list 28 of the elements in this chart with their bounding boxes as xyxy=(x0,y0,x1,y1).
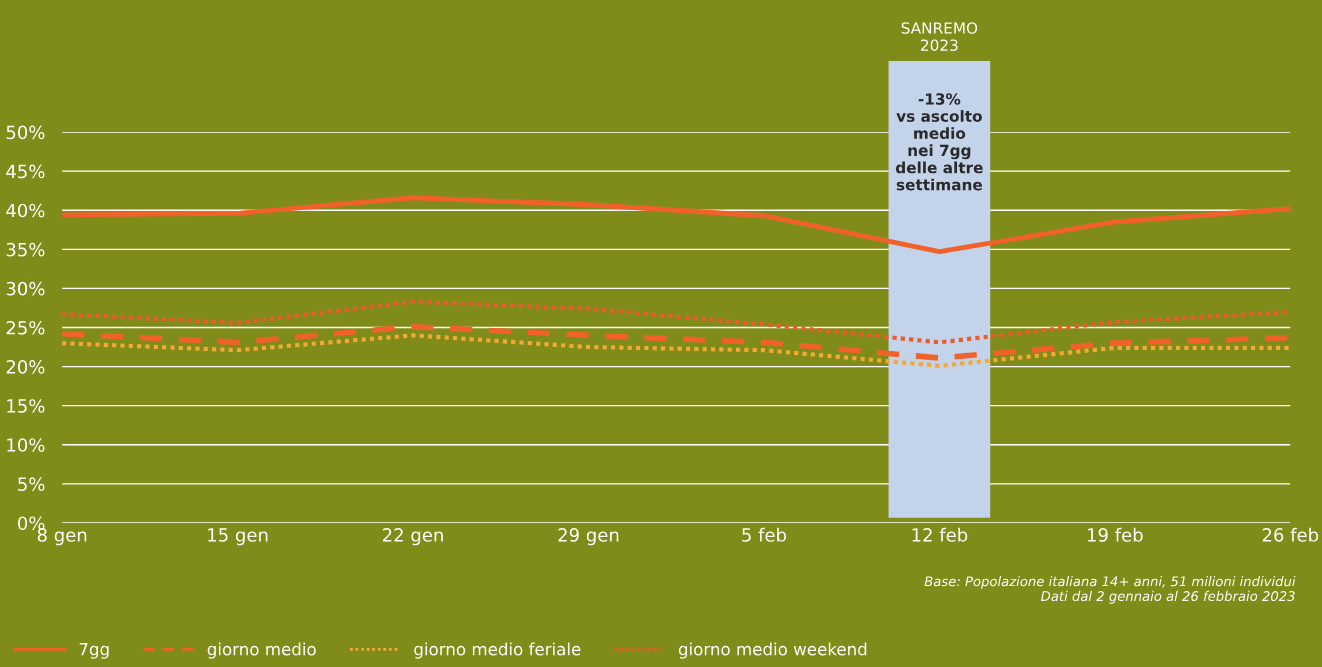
line-series xyxy=(62,195,1291,255)
y-tick-label: 20% xyxy=(6,360,45,374)
x-tick-label: 8 gen xyxy=(37,528,87,546)
legend-label: giorno medio feriale xyxy=(414,642,581,659)
legend-label: giorno medio xyxy=(207,642,316,659)
y-tick-label: 25% xyxy=(6,320,45,335)
legend-label: giorno medio weekend xyxy=(678,642,867,659)
y-tick-label: 35% xyxy=(6,242,45,257)
x-tick-label: 5 feb xyxy=(742,527,787,542)
y-tick-label: 0% xyxy=(18,516,45,531)
line-series xyxy=(62,333,1291,368)
x-tick-label: 22 gen xyxy=(382,528,443,546)
x-tick-label: 29 gen xyxy=(558,528,619,546)
text: Base: Popolazione italiana 14+ anni, 51 milioni individui Dati dal 2 gennaio al 26 febbraio 2023 xyxy=(924,576,1296,604)
y-tick-label: 50% xyxy=(6,125,45,140)
annotation: -13% vs ascolto medio nei 7gg delle altre settimane xyxy=(895,93,983,191)
y-tick-label: 15% xyxy=(7,399,45,413)
x-tick-label: 15 gen xyxy=(208,528,268,546)
x-tick-label: 26 feb xyxy=(1262,527,1319,542)
band-label: SANREMO 2023 xyxy=(901,22,978,51)
legend-label: 7gg xyxy=(79,643,109,659)
y-tick-label: 40% xyxy=(6,203,45,218)
x-tick-label: 12 feb xyxy=(912,527,968,542)
y-tick-label: 30% xyxy=(6,281,45,296)
x-tick-label: 19 feb xyxy=(1087,527,1143,542)
y-tick-label: 10% xyxy=(7,438,45,452)
y-tick-label: 5% xyxy=(18,477,45,491)
y-tick-label: 45% xyxy=(6,164,45,179)
